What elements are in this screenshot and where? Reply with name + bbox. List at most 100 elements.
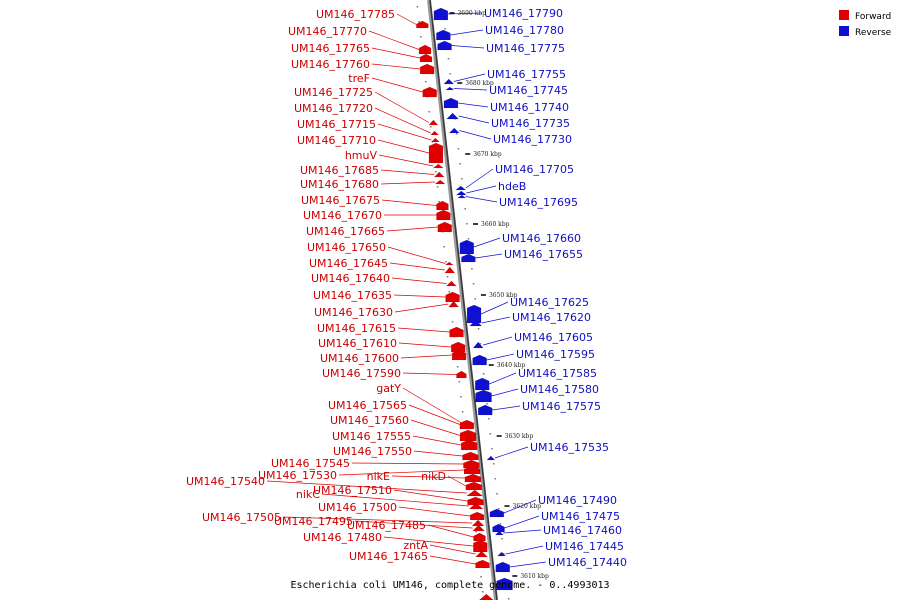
leader-line <box>429 544 476 555</box>
leader-line <box>447 475 466 487</box>
map-caption: Escherichia coli UM146, complete genome.… <box>290 580 609 591</box>
fwd-gene-feature <box>419 53 433 63</box>
gene-label-um146-17745: UM146_17745 <box>489 84 568 97</box>
leader-line <box>391 277 447 284</box>
rev-gene-feature <box>461 253 476 263</box>
gene-label-um146-17510: UM146_17510 <box>313 484 392 497</box>
rev-gene-feature <box>475 389 492 403</box>
fwd-gene-feature <box>437 221 453 233</box>
leader-line <box>378 154 434 167</box>
leader-line <box>453 88 488 91</box>
gene-label-tref: treF <box>348 72 370 85</box>
backbone-dot <box>461 411 464 413</box>
gene-label-um146-17475: UM146_17475 <box>541 510 620 523</box>
scale-tick-label: 3690 kbp <box>457 10 486 17</box>
fwd-gene-feature <box>459 429 477 442</box>
leader-line <box>509 561 547 568</box>
rev-gene-feature <box>433 7 449 21</box>
leader-line <box>380 181 436 185</box>
gene-label-um146-17675: UM146_17675 <box>301 194 380 207</box>
fwd-gene-feature <box>473 532 486 542</box>
gene-label-um146-17765: UM146_17765 <box>291 42 370 55</box>
backbone-dot <box>499 523 502 525</box>
scale-tick-label: 3680 kbp <box>465 80 494 87</box>
legend-reverse-label: Reverse <box>855 28 892 38</box>
leader-line <box>447 12 483 15</box>
gene-label-um146-17735: UM146_17735 <box>491 117 570 130</box>
backbone-dot <box>458 381 461 383</box>
leader-line <box>321 493 470 507</box>
fwd-gene-feature <box>444 266 456 274</box>
backbone-dot <box>451 321 454 323</box>
backbone-dot <box>436 186 439 188</box>
leader-line <box>473 237 501 248</box>
leader-line <box>429 555 476 565</box>
fwd-gene-feature <box>418 44 432 55</box>
fwd-gene-feature <box>430 137 441 143</box>
rev-gene-feature <box>446 112 460 120</box>
rev-gene-feature <box>457 194 467 199</box>
gene-label-um146-17445: UM146_17445 <box>545 540 624 553</box>
gene-label-um146-17790: UM146_17790 <box>484 7 563 20</box>
backbone-dot <box>494 478 497 480</box>
fwd-gene-feature <box>436 209 451 221</box>
label-layer: UM146_17785 UM146_17770 UM146_17765 UM146_1… <box>186 7 627 569</box>
backbone-dot <box>457 148 460 150</box>
gene-label-um146-17720: UM146_17720 <box>294 102 373 115</box>
scale-tick-label: 3620 kbp <box>513 503 542 510</box>
gene-label-um146-17490: UM146_17490 <box>538 494 617 507</box>
fwd-gene-feature <box>416 20 429 29</box>
backbone-dot <box>447 58 450 60</box>
leader-line <box>374 107 431 134</box>
rev-gene-feature <box>448 127 460 134</box>
leader-line <box>486 353 515 361</box>
leader-line <box>374 91 430 123</box>
gene-label-um146-17650: UM146_17650 <box>307 241 386 254</box>
feature-layer <box>416 7 513 600</box>
leader-line <box>459 130 492 140</box>
backbone-dot <box>420 36 422 38</box>
leader-line <box>450 29 484 36</box>
leader-line <box>465 196 498 203</box>
rev-gene-feature <box>459 239 475 255</box>
scale-tick-label: 3660 kbp <box>481 221 510 228</box>
backbone-dot <box>460 396 462 398</box>
backbone-dot <box>430 126 432 128</box>
gene-label-gaty: gatY <box>376 382 401 395</box>
leader-line <box>389 262 445 271</box>
rev-gene-feature <box>436 29 451 41</box>
leader-line-layer <box>266 12 547 568</box>
leader-line <box>412 435 462 446</box>
rev-gene-feature <box>474 377 490 391</box>
leader-line <box>481 316 511 324</box>
fwd-gene-feature <box>428 119 439 126</box>
backbone-dot <box>456 133 458 135</box>
fwd-gene-feature <box>419 63 435 75</box>
leader-line <box>397 327 450 333</box>
backbone-dot <box>444 28 446 30</box>
gene-label-um146-17730: UM146_17730 <box>493 133 572 146</box>
fwd-gene-feature <box>459 419 475 430</box>
backbone-dot <box>438 201 440 203</box>
fwd-gene-feature <box>430 130 440 136</box>
rev-gene-feature <box>496 577 513 591</box>
fwd-gene-feature <box>471 519 485 527</box>
fwd-gene-feature <box>436 200 449 211</box>
backbone-dot <box>475 531 477 533</box>
fwd-gene-feature <box>463 465 481 475</box>
gene-label-nikd: nikD <box>421 470 446 483</box>
backbone-dot <box>416 6 419 8</box>
leader-line <box>402 387 463 424</box>
backbone-dot <box>466 223 468 225</box>
leader-line <box>371 47 421 59</box>
leader-line <box>391 475 465 479</box>
gene-label-um146-17555: UM146_17555 <box>332 430 411 443</box>
gene-label-hdeb: hdeB <box>498 180 526 193</box>
fwd-gene-feature <box>428 142 444 164</box>
gene-label-um146-17610: UM146_17610 <box>318 337 397 350</box>
tick-layer: 3690 kbp 3680 kbp 3670 kbp 3660 kbp 3650 kbp… <box>449 10 549 580</box>
leader-line <box>505 545 544 555</box>
leader-line <box>503 499 537 514</box>
leader-line <box>489 372 517 385</box>
